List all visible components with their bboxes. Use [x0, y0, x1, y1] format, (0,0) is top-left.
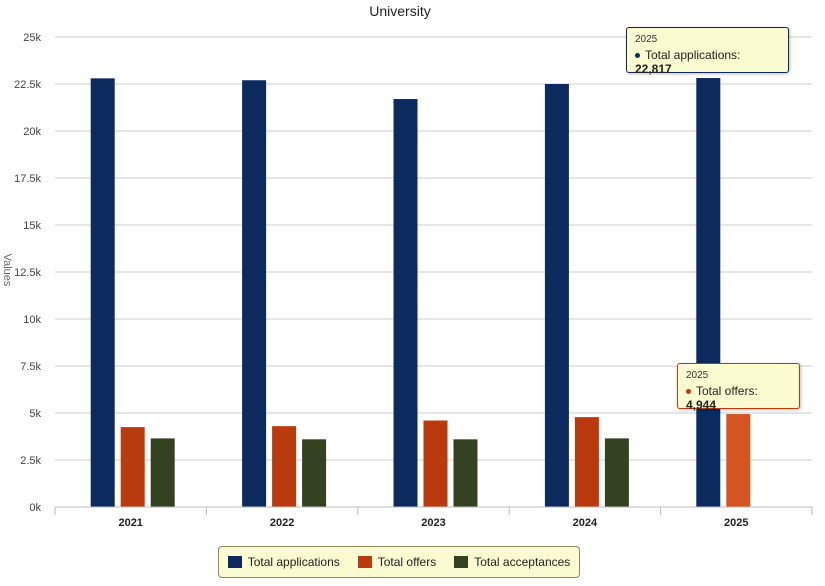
y-tick-label: 17.5k: [14, 173, 41, 185]
bar-total-offers-2021[interactable]: [120, 427, 145, 507]
bar-total-acceptances-2023[interactable]: [453, 439, 478, 507]
bar-total-applications-2023[interactable]: [393, 99, 418, 507]
tooltip-label: Total applications:: [645, 48, 741, 62]
bar-total-offers-2022[interactable]: [272, 426, 297, 507]
y-axis-title: Values: [1, 254, 13, 287]
x-tick-label: 2023: [421, 517, 445, 529]
bar-total-offers-2025[interactable]: [726, 414, 751, 507]
chart-title: University: [369, 3, 430, 19]
bar-total-applications-2025[interactable]: [696, 78, 721, 507]
bar-total-applications-2022[interactable]: [242, 80, 267, 508]
bar-total-acceptances-2024[interactable]: [604, 438, 629, 507]
y-tick-label: 2.5k: [20, 455, 41, 467]
y-tick-label: 10k: [23, 314, 41, 326]
legend: Total applications Total offers Total ac…: [218, 546, 580, 578]
tooltip-offers: 2025 Total offers: 4,944: [677, 363, 800, 412]
series-dot-icon: [686, 389, 691, 395]
legend-label: Total offers: [377, 555, 437, 569]
tooltip-value: 22,817: [635, 62, 672, 76]
legend-swatch-icon: [454, 556, 469, 568]
y-tick-label: 25k: [23, 32, 41, 44]
bars: [90, 78, 751, 508]
legend-label: Total acceptances: [474, 555, 571, 569]
y-axis-ticks: 0k 2.5k 5k 7.5k 10k 12.5k 15k 17.5k 20k 22.5k 25k: [14, 32, 41, 514]
y-tick-label: 22.5k: [14, 79, 41, 91]
y-tick-label: 0k: [29, 502, 41, 514]
tooltip-value: 4,944: [686, 398, 717, 412]
bar-total-offers-2023[interactable]: [423, 420, 448, 507]
bar-total-applications-2024[interactable]: [544, 84, 569, 507]
y-tick-label: 12.5k: [14, 267, 41, 279]
x-axis: 2021 2022 2023 2024 2025: [54, 506, 813, 529]
bar-total-offers-2024[interactable]: [574, 417, 599, 507]
tooltip-year: 2025: [635, 34, 658, 45]
x-tick-label: 2021: [118, 517, 142, 529]
x-tick-label: 2022: [270, 517, 294, 529]
bar-total-applications-2021[interactable]: [90, 78, 115, 508]
y-tick-label: 20k: [23, 126, 41, 138]
legend-label: Total applications: [247, 555, 340, 569]
bar-total-acceptances-2021[interactable]: [150, 438, 175, 507]
tooltip-year: 2025: [686, 370, 709, 381]
legend-item-acceptances[interactable]: Total acceptances: [454, 555, 570, 569]
y-tick-label: 7.5k: [20, 361, 41, 373]
x-tick-label: 2025: [724, 517, 748, 529]
tooltip-label: Total offers:: [696, 384, 758, 398]
legend-item-applications[interactable]: Total applications: [227, 555, 340, 569]
series-dot-icon: [635, 53, 640, 59]
y-tick-label: 5k: [29, 408, 41, 420]
tooltip-applications: 2025 Total applications: 22,817: [626, 27, 789, 76]
y-tick-label: 15k: [23, 220, 41, 232]
x-tick-label: 2024: [573, 517, 598, 529]
legend-swatch-icon: [227, 556, 242, 568]
legend-swatch-icon: [357, 556, 372, 568]
legend-item-offers[interactable]: Total offers: [357, 555, 437, 569]
bar-total-acceptances-2022[interactable]: [302, 439, 327, 507]
